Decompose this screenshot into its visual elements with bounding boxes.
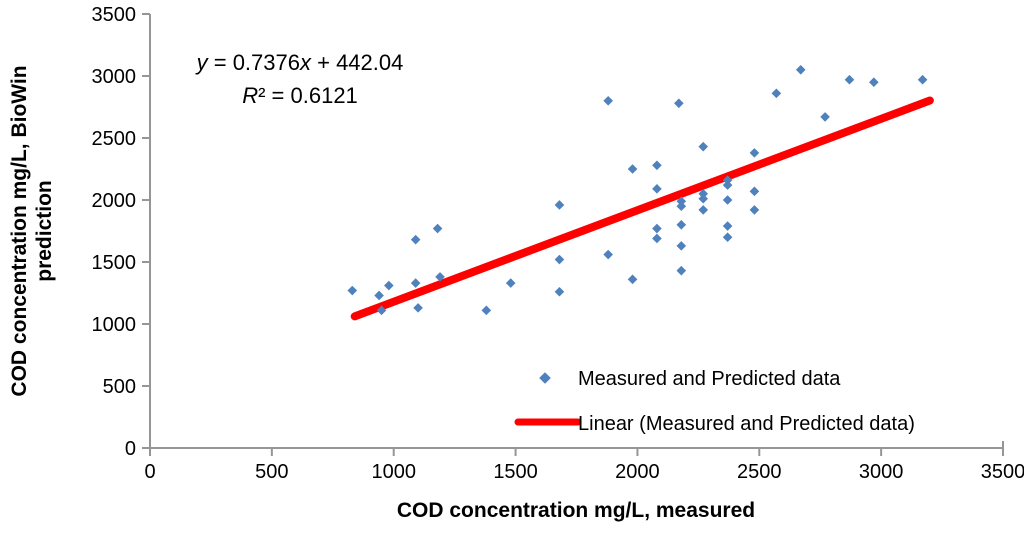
y-tick-label: 0 bbox=[125, 438, 136, 460]
data-point bbox=[676, 220, 687, 230]
data-point bbox=[844, 74, 855, 85]
data-point bbox=[676, 196, 687, 207]
data-point bbox=[410, 234, 421, 245]
x-tick-label: 1000 bbox=[371, 461, 416, 483]
data-point bbox=[676, 201, 687, 211]
x-axis-ticks: 0 500 1000 1500 2000 2500 3000 3500 bbox=[144, 448, 1024, 483]
data-point bbox=[674, 98, 684, 109]
data-point bbox=[698, 193, 709, 204]
data-point bbox=[652, 184, 662, 194]
data-point bbox=[627, 164, 638, 174]
x-tick-label: 0 bbox=[144, 461, 155, 483]
data-point bbox=[722, 232, 733, 242]
y-tick-label: 1500 bbox=[92, 252, 137, 274]
y-axis-title-line1: COD concentration mg/L, BioWin bbox=[8, 65, 31, 396]
data-point bbox=[722, 195, 733, 205]
x-axis-title: COD concentration mg/L, measured bbox=[397, 499, 755, 522]
axes bbox=[149, 14, 1004, 449]
data-point bbox=[432, 223, 443, 234]
data-point bbox=[652, 223, 662, 234]
data-point bbox=[627, 274, 638, 285]
y-axis-title-line2: prediction bbox=[33, 180, 56, 282]
legend-marker-diamond-icon bbox=[539, 372, 551, 384]
data-point bbox=[722, 175, 733, 185]
data-point bbox=[698, 189, 709, 199]
data-point bbox=[869, 77, 879, 87]
legend-trendline-label: Linear (Measured and Predicted data) bbox=[578, 413, 915, 435]
y-tick-label: 500 bbox=[103, 376, 136, 398]
data-point bbox=[749, 186, 760, 197]
y-tick-label: 3000 bbox=[92, 66, 137, 88]
y-axis-title: COD concentration mg/L, BioWin predictio… bbox=[8, 65, 56, 396]
data-point bbox=[554, 286, 565, 297]
r-squared-value: R² = 0.6121 bbox=[242, 83, 358, 108]
data-point bbox=[749, 148, 760, 158]
legend: Measured and Predicted data Linear (Meas… bbox=[514, 368, 915, 435]
data-point bbox=[698, 141, 709, 152]
data-point bbox=[554, 200, 565, 210]
data-point bbox=[347, 285, 358, 296]
data-point bbox=[374, 290, 384, 301]
equation-annotation: y = 0.7376x + 442.04 R² = 0.6121 bbox=[195, 50, 404, 108]
data-point bbox=[603, 249, 613, 260]
trendline-equation: y = 0.7376x + 442.04 bbox=[195, 50, 404, 75]
data-point bbox=[917, 74, 928, 85]
data-point bbox=[410, 278, 421, 288]
data-point bbox=[795, 65, 806, 75]
data-point bbox=[384, 280, 394, 291]
data-point bbox=[376, 305, 387, 316]
y-axis-ticks: 0 500 1000 1500 2000 2500 3000 3500 bbox=[92, 4, 150, 460]
data-point bbox=[676, 241, 687, 251]
y-tick-label: 3500 bbox=[92, 4, 137, 26]
x-tick-label: 2000 bbox=[615, 461, 660, 483]
legend-series-label: Measured and Predicted data bbox=[578, 368, 841, 390]
data-points-group bbox=[347, 65, 928, 316]
data-point bbox=[771, 88, 782, 99]
y-tick-label: 1000 bbox=[92, 314, 137, 336]
x-tick-label: 2500 bbox=[737, 461, 782, 483]
data-point bbox=[722, 221, 733, 231]
data-point bbox=[722, 180, 733, 190]
y-tick-label: 2000 bbox=[92, 190, 137, 212]
data-point bbox=[652, 160, 662, 171]
x-tick-label: 3500 bbox=[981, 461, 1024, 483]
data-point bbox=[554, 254, 565, 265]
x-tick-label: 500 bbox=[255, 461, 288, 483]
linear-trendline bbox=[350, 96, 934, 321]
y-tick-label: 2500 bbox=[92, 128, 137, 150]
x-tick-label: 1500 bbox=[493, 461, 538, 483]
x-tick-label: 3000 bbox=[859, 461, 904, 483]
data-point bbox=[749, 205, 760, 215]
data-point bbox=[481, 305, 492, 316]
data-point bbox=[676, 265, 687, 276]
data-point bbox=[435, 272, 445, 282]
data-point bbox=[820, 112, 830, 122]
data-point bbox=[698, 205, 709, 215]
data-point bbox=[505, 278, 516, 288]
data-point bbox=[652, 233, 662, 244]
data-point bbox=[603, 96, 613, 106]
data-point bbox=[413, 303, 423, 313]
